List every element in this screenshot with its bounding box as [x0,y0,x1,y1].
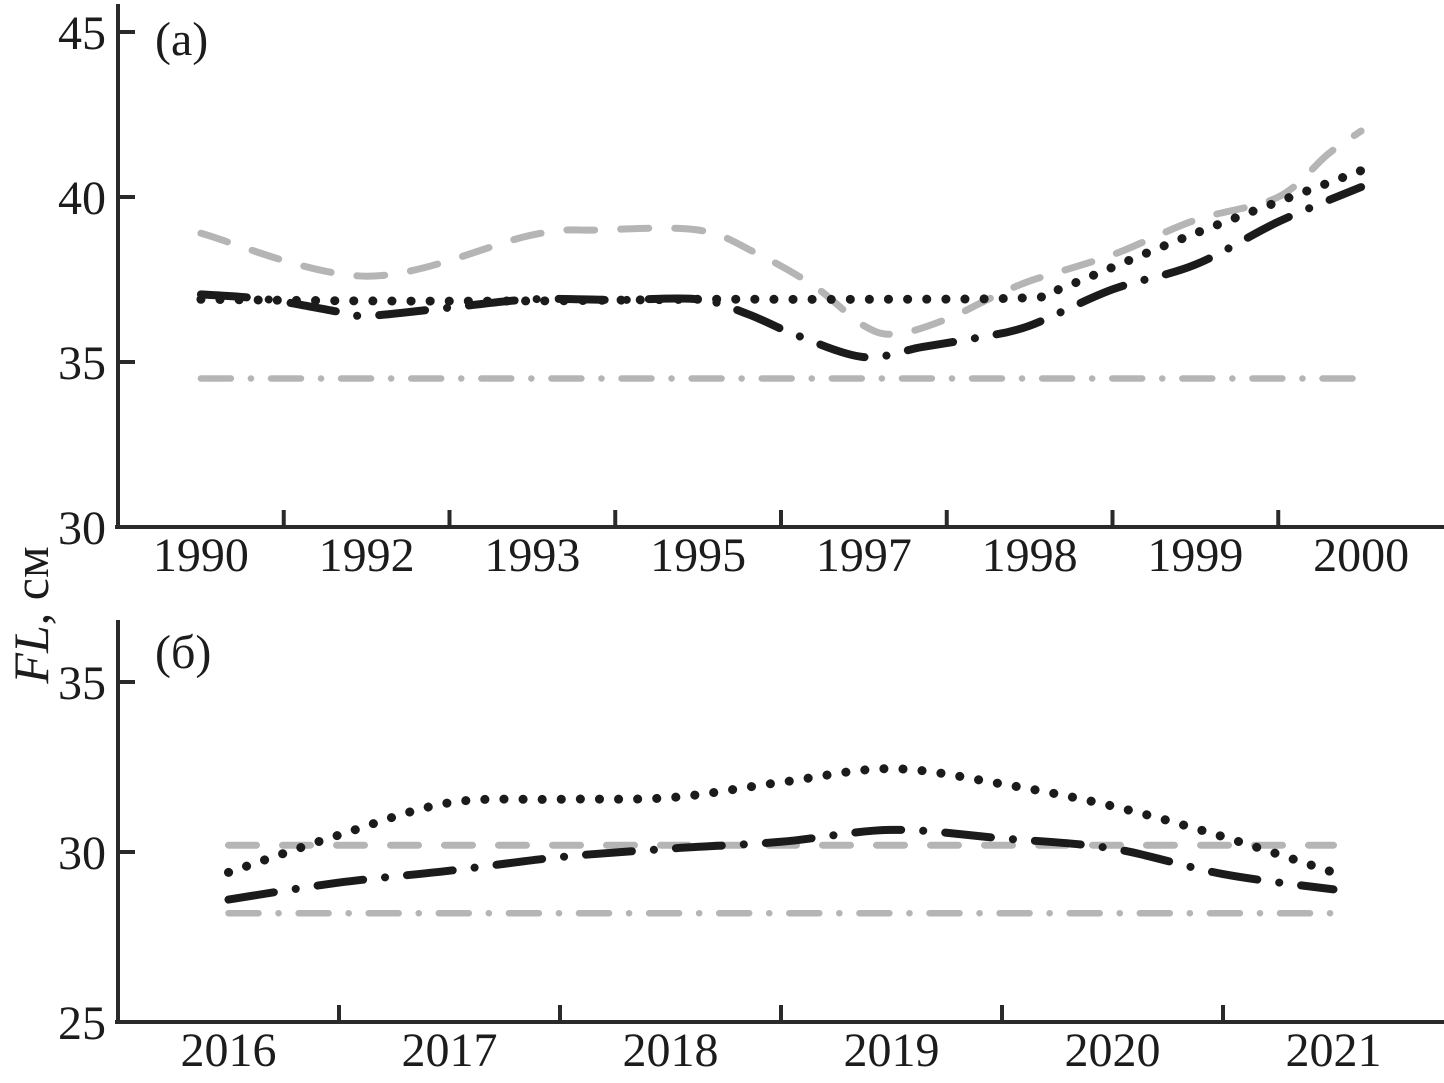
x-tick-label: 1990 [153,529,249,582]
x-tick-label: 1997 [816,529,912,582]
y-tick-label: 40 [58,172,106,225]
x-tick-label: 2018 [623,1024,719,1077]
x-tick-label: 2021 [1286,1024,1382,1077]
y-tick-label: 25 [58,997,106,1050]
panel-label: (б) [155,626,211,679]
x-tick-label: 1993 [484,529,580,582]
y-tick-label: 35 [58,337,106,390]
panel-a: 30 35 40 45 1990 1992 1993 1995 1997 1998 1999 2000… [58,4,1444,582]
x-tick-label: 1995 [650,529,746,582]
x-tick-label: 1998 [982,529,1078,582]
y-tick-label: 30 [58,827,106,880]
panel-label: (a) [155,13,208,66]
y-tick-label: 45 [58,7,106,60]
black-dotted-line [196,166,1366,306]
y-tick-label: 35 [58,657,106,710]
y-axis-label: FL, см [3,546,59,684]
y-axis-label-units: , см [3,546,59,625]
x-tick-label: 1992 [319,529,415,582]
x-tick-label: 2017 [402,1024,498,1077]
gray-dashed-line [197,127,1365,338]
x-tick-label: 2019 [844,1024,940,1077]
x-tick-label: 2020 [1065,1024,1161,1077]
black-dotted-line [224,764,1338,877]
black-dash-dot-line [196,183,1366,362]
black-dash-dot-line [224,825,1338,904]
x-tick-label: 2000 [1313,529,1409,582]
y-axis-label-italic: FL [3,625,59,684]
panel-b: 25 30 35 2016 2017 2018 2019 2020 2021 (б) [58,620,1444,1077]
y-tick-label: 30 [58,502,106,555]
x-tick-label: 1999 [1147,529,1243,582]
x-tick-label: 2016 [181,1024,277,1077]
